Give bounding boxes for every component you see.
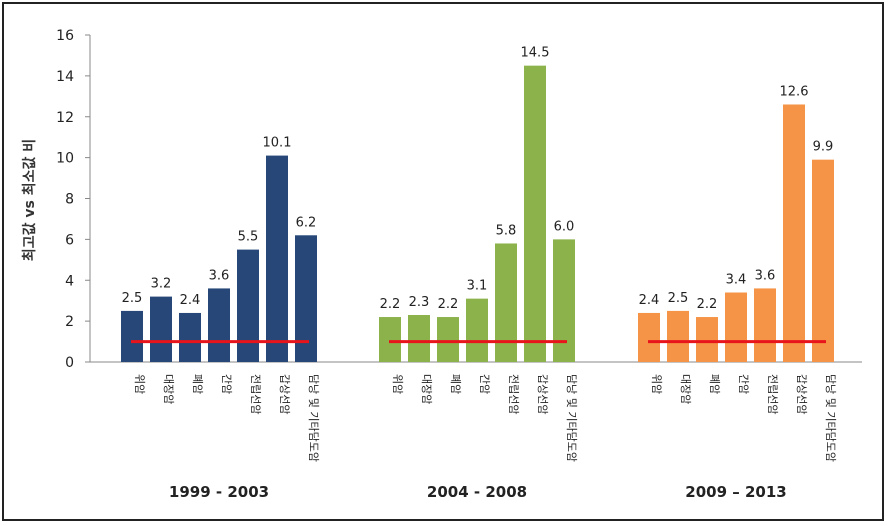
period-label: 1999 - 2003 [169, 483, 269, 501]
category-label: 전립선암 [507, 374, 520, 414]
data-label: 2.4 [180, 293, 201, 308]
data-label: 3.6 [209, 268, 230, 283]
bar [667, 310, 689, 362]
bar [725, 292, 747, 362]
y-tick-label: 14 [56, 69, 74, 85]
label-layer: 2.5 위암 3.2 대장암 2.4 폐암 3.6 간암 5.5 전립선암 10.1 갑상선암 6.2 담… [122, 46, 837, 501]
bar [150, 296, 172, 362]
bar [696, 317, 718, 362]
data-label: 6.2 [296, 215, 317, 230]
data-label: 10.1 [263, 136, 292, 151]
category-label: 대장암 [162, 374, 175, 404]
bar [408, 314, 430, 362]
chart-frame [2, 2, 884, 521]
data-label: 2.5 [122, 291, 143, 306]
period-label: 2009 – 2013 [685, 483, 786, 501]
y-tick-label: 2 [65, 314, 74, 330]
bar [783, 104, 805, 363]
data-label: 2.2 [697, 297, 718, 312]
bar-layer [121, 65, 834, 363]
bar [237, 249, 259, 362]
data-label: 2.2 [438, 297, 459, 312]
category-label: 위암 [133, 374, 146, 394]
category-label: 갑상선암 [795, 374, 808, 414]
bar [638, 312, 660, 362]
category-label: 전립선암 [766, 374, 779, 414]
category-label: 폐암 [191, 374, 204, 394]
data-label: 2.5 [668, 291, 689, 306]
bar [379, 317, 401, 362]
category-label: 폐암 [449, 374, 462, 394]
category-label: 간암 [737, 374, 750, 394]
data-label: 3.2 [151, 277, 172, 292]
y-tick-label: 0 [65, 355, 74, 371]
bar [437, 317, 459, 362]
y-tick-label: 4 [65, 273, 74, 289]
bar [495, 243, 517, 362]
bar [553, 239, 575, 362]
data-label: 6.0 [554, 219, 575, 234]
category-label: 담낭 및 기타담도암 [307, 374, 320, 462]
y-tick-label: 10 [56, 151, 74, 167]
category-label: 담낭 및 기타담도암 [565, 374, 578, 462]
data-label: 5.8 [496, 223, 517, 238]
y-tick-label: 12 [56, 110, 74, 126]
bar [266, 155, 288, 362]
category-label: 담낭 및 기타담도암 [824, 374, 837, 462]
data-label: 12.6 [780, 84, 809, 99]
category-label: 대장암 [420, 374, 433, 404]
data-label: 2.2 [380, 297, 401, 312]
data-label: 14.5 [521, 46, 550, 61]
data-label: 3.1 [467, 279, 488, 294]
category-label: 폐암 [708, 374, 721, 394]
y-tick-label: 6 [65, 232, 74, 248]
bar [754, 288, 776, 362]
bar [295, 235, 317, 362]
bar [812, 159, 834, 362]
bar [121, 310, 143, 362]
data-label: 9.9 [813, 140, 834, 155]
bar [208, 288, 230, 362]
category-label: 대장암 [679, 374, 692, 404]
category-label: 갑상선암 [536, 374, 549, 414]
category-label: 전립선암 [249, 374, 262, 414]
category-label: 간암 [478, 374, 491, 394]
category-label: 위암 [391, 374, 404, 394]
category-label: 갑상선암 [278, 374, 291, 414]
category-label: 간암 [220, 374, 233, 394]
bar [524, 65, 546, 362]
data-label: 2.3 [409, 295, 430, 310]
period-label: 2004 - 2008 [427, 483, 527, 501]
data-label: 3.6 [755, 268, 776, 283]
y-tick-label: 8 [65, 192, 74, 208]
bar [179, 312, 201, 362]
y-tick-label: 16 [56, 28, 74, 44]
bar [466, 298, 488, 362]
category-label: 위암 [650, 374, 663, 394]
y-axis-label: 최고값 vs 최소값 비 [22, 139, 38, 261]
data-label: 2.4 [639, 293, 660, 308]
data-label: 5.5 [238, 230, 259, 245]
data-label: 3.4 [726, 273, 747, 288]
